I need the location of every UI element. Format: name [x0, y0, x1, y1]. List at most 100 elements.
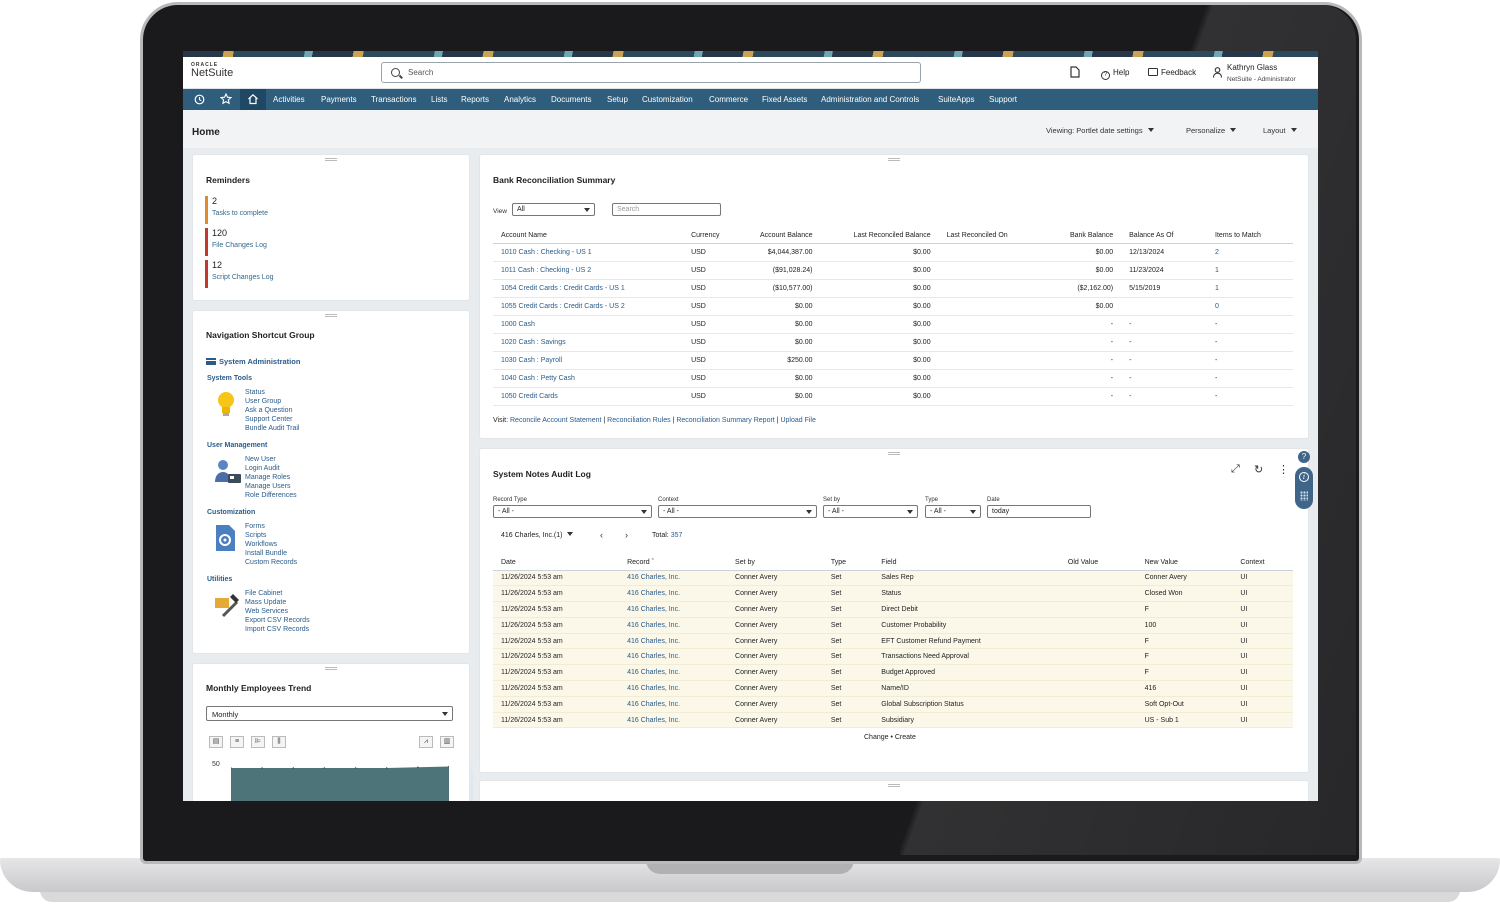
record-type-select[interactable]: - All - — [493, 505, 652, 518]
home-icon[interactable] — [240, 89, 266, 110]
shortcut-link[interactable]: Login Audit — [245, 465, 280, 472]
shortcut-link[interactable]: Support Center — [245, 416, 293, 423]
table-cell[interactable]: 416 Charles, Inc. — [619, 617, 728, 634]
table-cell[interactable]: 416 Charles, Inc. — [619, 601, 728, 618]
visit-link[interactable]: Upload File — [780, 417, 816, 424]
table-cell[interactable]: 0 — [1207, 297, 1293, 316]
shortcut-link[interactable]: Bundle Audit Trail — [245, 425, 300, 432]
shortcut-link[interactable]: Web Services — [245, 608, 289, 615]
recent-icon[interactable] — [186, 89, 212, 110]
drag-handle[interactable] — [325, 158, 337, 161]
table-cell[interactable]: 1011 Cash : Checking - US 2 — [493, 261, 684, 280]
personalize-dropdown[interactable]: Personalize — [1186, 126, 1237, 135]
nav-item-support[interactable]: Support — [989, 95, 1018, 104]
question-icon[interactable]: ? — [1298, 451, 1310, 463]
reminder-item[interactable]: 12 Script Changes Log — [205, 260, 273, 288]
shortcut-link[interactable]: Workflows — [245, 541, 278, 548]
column-header[interactable]: Account Balance — [745, 228, 821, 244]
table-cell[interactable]: 416 Charles, Inc. — [619, 712, 728, 729]
column-header[interactable]: Bank Balance — [1045, 228, 1122, 244]
column-header[interactable]: Set by — [727, 555, 823, 571]
table-cell[interactable]: 2 — [1207, 243, 1293, 262]
table-cell[interactable]: 416 Charles, Inc. — [619, 570, 728, 587]
help-button[interactable]: ? Help — [1101, 68, 1129, 80]
table-cell[interactable]: 1020 Cash : Savings — [493, 333, 684, 352]
context-select[interactable]: - All - — [658, 505, 817, 518]
date-input[interactable]: today — [987, 505, 1091, 518]
nav-item-suiteapps[interactable]: SuiteApps — [938, 95, 975, 104]
shortcut-link[interactable]: Scripts — [245, 532, 267, 539]
period-select[interactable]: Monthly — [206, 706, 453, 721]
visit-link[interactable]: Reconciliation Summary Report — [676, 417, 775, 424]
table-cell[interactable]: 416 Charles, Inc. — [619, 664, 728, 682]
line-chart-icon[interactable]: ≡ — [230, 736, 244, 748]
table-cell[interactable]: 1 — [1207, 261, 1293, 280]
column-chart-icon[interactable]: ▥ — [440, 736, 454, 748]
nav-item-fixed-assets[interactable]: Fixed Assets — [762, 95, 808, 104]
shortcut-link[interactable]: Forms — [245, 523, 265, 530]
table-cell[interactable]: 1030 Cash : Payroll — [493, 351, 684, 370]
column-header[interactable]: Last Reconciled On — [938, 228, 1046, 244]
table-cell[interactable]: 1 — [1207, 279, 1293, 298]
layout-dropdown[interactable]: Layout — [1263, 126, 1297, 135]
stacked-chart-icon[interactable]: ⊫ — [251, 736, 265, 748]
viewing-dropdown[interactable]: Viewing: Portlet date settings — [1046, 126, 1154, 135]
shortcut-link[interactable]: Mass Update — [245, 599, 287, 606]
drag-handle[interactable] — [888, 452, 900, 455]
shortcut-link[interactable]: Status — [245, 389, 265, 396]
column-header[interactable]: New Value — [1136, 555, 1233, 571]
bar-chart-icon[interactable]: ⫼ — [272, 736, 286, 748]
column-header[interactable]: Balance As Of — [1121, 228, 1208, 244]
shortcut-link[interactable]: Import CSV Records — [245, 626, 310, 633]
trend-line-icon[interactable]: ⩘ — [419, 736, 433, 748]
type-select[interactable]: - All - — [925, 505, 981, 518]
recent-records-icon[interactable] — [1070, 66, 1080, 80]
column-header[interactable]: Last Reconciled Balance — [820, 228, 939, 244]
table-cell[interactable]: 416 Charles, Inc. — [619, 696, 728, 713]
nav-item-setup[interactable]: Setup — [607, 95, 628, 104]
record-selector[interactable]: 416 Charles, Inc.(1) — [501, 532, 574, 539]
shortcut-link[interactable]: New User — [245, 456, 276, 463]
table-cell[interactable]: 1010 Cash : Checking - US 1 — [493, 243, 684, 262]
table-cell[interactable]: 1050 Credit Cards — [493, 387, 684, 406]
visit-link[interactable]: Reconcile Account Statement — [510, 417, 602, 424]
shortcut-link[interactable]: File Cabinet — [245, 590, 283, 597]
nav-item-payments[interactable]: Payments — [321, 95, 357, 104]
previous-page-icon[interactable]: ‹ — [600, 530, 603, 540]
netsuite-logo[interactable]: ORACLE NetSuite — [191, 63, 233, 79]
nav-item-activities[interactable]: Activities — [273, 95, 305, 104]
table-cell[interactable]: 416 Charles, Inc. — [619, 633, 728, 650]
reminder-label[interactable]: Script Changes Log — [212, 274, 274, 281]
column-header[interactable]: Record ˆ — [619, 555, 728, 571]
view-select[interactable]: All — [512, 203, 595, 216]
column-header[interactable]: Field — [873, 555, 1060, 571]
drag-handle[interactable] — [325, 314, 337, 317]
nav-item-documents[interactable]: Documents — [551, 95, 592, 104]
visit-link[interactable]: Reconciliation Rules — [607, 417, 671, 424]
expand-icon[interactable]: ⤢ — [1231, 463, 1240, 475]
shortcut-link[interactable]: Ask a Question — [245, 407, 293, 414]
total-value[interactable]: 357 — [670, 532, 683, 539]
column-header[interactable]: Old Value — [1059, 555, 1137, 571]
area-chart-icon[interactable]: ▤ — [209, 736, 223, 748]
column-header[interactable]: Account Name — [493, 228, 684, 244]
reminder-item[interactable]: 120 File Changes Log — [205, 228, 267, 256]
drag-handle[interactable] — [325, 667, 337, 670]
shortcut-link[interactable]: Install Bundle — [245, 550, 288, 557]
favorites-star-icon[interactable] — [213, 89, 239, 110]
nav-item-lists[interactable]: Lists — [431, 95, 448, 104]
next-page-icon[interactable]: › — [625, 530, 628, 540]
set-by-select[interactable]: - All - — [823, 505, 918, 518]
nav-item-commerce[interactable]: Commerce — [709, 95, 749, 104]
global-search-input[interactable]: Search — [381, 62, 921, 83]
keypad-icon[interactable] — [1300, 491, 1308, 501]
user-menu[interactable]: Kathryn Glass NetSuite - Administrator — [1212, 62, 1296, 85]
table-cell[interactable]: 1054 Credit Cards : Credit Cards - US 1 — [493, 279, 684, 298]
shortcut-link[interactable]: Manage Roles — [245, 474, 291, 481]
reminder-label[interactable]: File Changes Log — [212, 242, 267, 249]
system-administration-link[interactable]: System Administration — [206, 357, 300, 366]
column-header[interactable]: Date — [493, 555, 620, 571]
nav-item-customization[interactable]: Customization — [642, 95, 693, 104]
shortcut-link[interactable]: Manage Users — [245, 483, 291, 490]
column-header[interactable]: Type — [822, 555, 874, 571]
